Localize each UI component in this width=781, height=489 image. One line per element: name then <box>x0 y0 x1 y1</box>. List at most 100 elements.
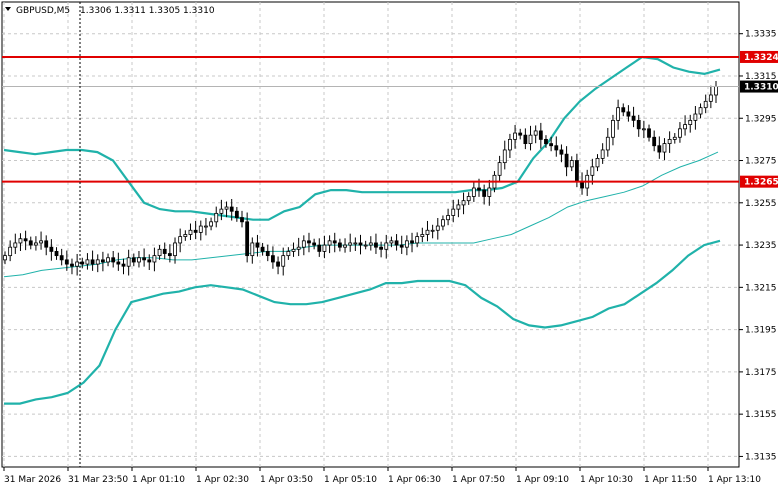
candle <box>188 223 193 240</box>
candle <box>518 128 523 140</box>
candle-body <box>137 257 141 263</box>
candle <box>415 232 420 248</box>
candle-body <box>245 221 250 257</box>
candle-body <box>446 215 450 221</box>
x-tick-label: 1 Apr 05:10 <box>324 475 377 485</box>
candle-body <box>569 160 574 168</box>
candle-body <box>574 160 579 183</box>
candle <box>435 218 440 240</box>
candle <box>214 206 219 228</box>
x-tick-label: 1 Apr 13:10 <box>708 475 761 485</box>
candle <box>657 136 662 159</box>
candle <box>487 179 492 206</box>
candle-body <box>379 246 384 250</box>
candle <box>590 158 595 185</box>
level-price-label: 1.3265 <box>744 178 779 188</box>
candle-body <box>652 136 657 147</box>
candle <box>636 114 641 137</box>
candle-body <box>39 240 43 244</box>
candle-body <box>234 210 239 218</box>
candle-body <box>276 261 280 267</box>
candle-body <box>425 229 430 235</box>
candle <box>317 238 322 257</box>
time-axis[interactable]: 31 Mar 2026 31 Mar 23:50 1 Apr 01:10 1 Apr … <box>3 467 761 485</box>
candle-body <box>111 257 116 263</box>
candle <box>502 140 507 170</box>
candle-body <box>471 187 476 197</box>
dropdown-triangle-icon[interactable] <box>5 7 11 11</box>
candle-body <box>636 119 641 130</box>
candle <box>75 253 80 276</box>
candle-body <box>703 100 708 109</box>
candle <box>265 244 270 262</box>
level-price-tag <box>740 175 778 188</box>
y-tick-label: 1.3335 <box>745 30 777 40</box>
candle <box>23 230 28 251</box>
candle <box>307 232 311 253</box>
horizontal-levels[interactable]: 1.3324 1.3265 1.3310 <box>2 50 779 188</box>
candle-body <box>605 136 610 151</box>
candle-body <box>358 242 363 246</box>
candle <box>39 231 43 250</box>
candle-body <box>508 138 512 151</box>
candle-body <box>250 242 255 257</box>
candle-body <box>384 242 389 250</box>
candle-body <box>49 246 54 252</box>
candle <box>688 114 693 133</box>
candle-body <box>404 240 409 248</box>
candle <box>90 250 95 271</box>
price-axis[interactable]: 1.3335 1.3315 1.3295 1.3275 1.3255 1.3235 1.32… <box>739 30 777 463</box>
y-tick-label: 1.3195 <box>745 326 777 336</box>
candle-body <box>631 115 636 121</box>
candle <box>167 244 172 263</box>
candle-body <box>95 259 100 265</box>
candle-body <box>621 107 626 113</box>
candle-body <box>657 145 662 153</box>
candle <box>544 135 548 148</box>
candle-body <box>224 206 229 210</box>
candle <box>131 253 136 267</box>
y-tick-label: 1.3135 <box>745 452 777 462</box>
candle-body <box>523 134 528 145</box>
candle <box>204 218 208 236</box>
candle-body <box>482 189 487 197</box>
candle-body <box>70 263 74 267</box>
candle <box>13 233 18 254</box>
candle <box>250 237 255 264</box>
candle <box>533 125 538 144</box>
candle-body <box>116 261 121 265</box>
candle-body <box>204 225 208 228</box>
candle-body <box>229 206 234 212</box>
candle <box>276 256 280 275</box>
candle-body <box>90 259 95 265</box>
candle-body <box>435 225 440 231</box>
candle <box>121 258 126 275</box>
candle <box>245 212 250 263</box>
candle <box>111 250 116 268</box>
current-price-label: 1.3310 <box>744 83 779 93</box>
candle <box>49 239 54 261</box>
candle-body <box>312 242 317 246</box>
candle <box>564 146 569 177</box>
candle <box>147 254 152 271</box>
candle <box>523 128 528 150</box>
candle-body <box>456 204 461 210</box>
upper-band-line <box>3 55 721 221</box>
candle <box>3 251 7 265</box>
candle-body <box>626 111 631 117</box>
candle <box>662 138 667 161</box>
candle-body <box>178 236 183 244</box>
candle-body <box>44 240 49 248</box>
candle <box>162 242 167 260</box>
candle <box>193 220 198 240</box>
candle-body <box>3 255 7 261</box>
candle <box>399 235 404 254</box>
candle <box>152 247 157 272</box>
candle-body <box>75 261 80 267</box>
candle-body <box>513 132 517 140</box>
middle-band-line <box>3 151 719 278</box>
candle-body <box>18 238 23 244</box>
candle-body <box>198 225 203 233</box>
chart-grid <box>1 1 740 468</box>
